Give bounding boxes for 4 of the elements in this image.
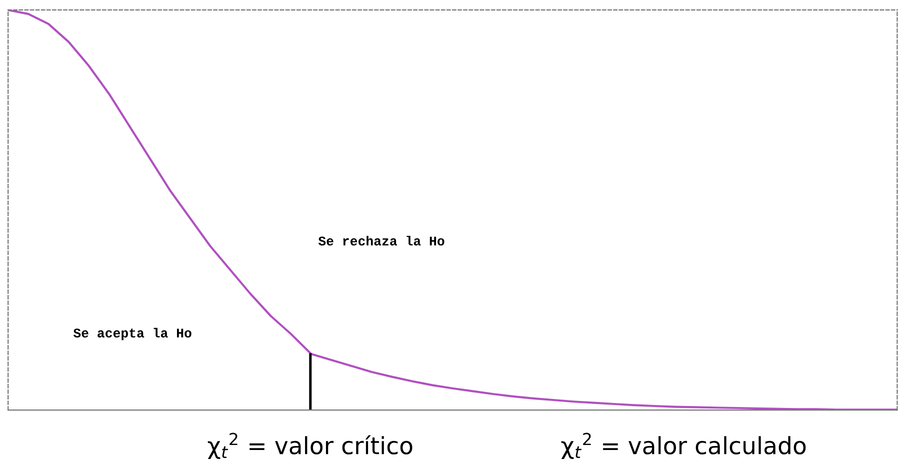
annotation: Se rechaza la Ho bbox=[318, 236, 444, 246]
annotation: Se acepta la Ho bbox=[73, 328, 192, 340]
text: χ$_{t}$$^{2}$ = valor crítico bbox=[208, 432, 412, 460]
text: χ$_{t}$$^{2}$ = valor calculado bbox=[561, 432, 806, 460]
